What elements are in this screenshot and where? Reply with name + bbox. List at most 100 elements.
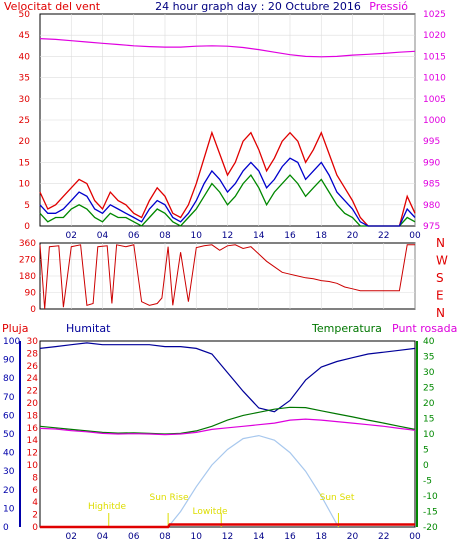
- hour-tick-label: 16: [284, 532, 296, 542]
- compass-label: N: [436, 306, 445, 320]
- dewpoint-line: [39, 418, 416, 436]
- graph-title: 24 hour graph day : 20 Octubre 2016: [155, 0, 361, 13]
- direction-degree-label: 0: [30, 305, 36, 315]
- wind-speed-tick-label: 45: [19, 31, 30, 41]
- humidity-legend: Humitat: [66, 322, 111, 335]
- wind-speed-tick-label: 35: [19, 74, 30, 84]
- hour-tick-label: 20: [347, 532, 359, 542]
- rain-tick-label: 24: [27, 374, 39, 384]
- wind-speed-tick-label: 0: [24, 222, 30, 232]
- temperature-tick-label: -5: [423, 477, 432, 487]
- humidity-tick-label: 90: [3, 356, 15, 366]
- humidity-tick-label: 60: [3, 411, 15, 421]
- humidity-tick-label: 40: [3, 449, 15, 459]
- hour-tick-label: 08: [159, 532, 171, 542]
- pressure-ticks: 975 980 985 990 995 1000 1005 1010 1015 1020 1025: [423, 10, 446, 232]
- direction-degree-label: 360: [19, 239, 36, 249]
- wind-direction-grid: [40, 243, 416, 309]
- hour-tick-label: 02: [66, 231, 77, 241]
- hour-tick-label: 04: [97, 532, 109, 542]
- humidity-temperature-series: [39, 342, 416, 529]
- temperature-tick-label: 0: [423, 461, 429, 471]
- humidity-tick-label: 50: [3, 430, 15, 440]
- temperature-tick-label: 25: [423, 384, 434, 394]
- hour-tick-label: 12: [222, 532, 233, 542]
- hour-tick-label: 00: [409, 231, 421, 241]
- temperature-tick-label: 15: [423, 415, 434, 425]
- humidity-ticks: 0 10 20 30 40 50 60 70 80 90 100: [3, 337, 21, 533]
- wind-pressure-grid: [40, 14, 416, 226]
- temperature-tick-label: -20: [423, 523, 438, 533]
- hour-tick-label: 22: [378, 532, 389, 542]
- sunset-label: Sun Set: [320, 493, 355, 503]
- hightide-label: Highitde: [88, 502, 126, 512]
- hour-tick-label: 04: [97, 231, 109, 241]
- hour-tick-label: 02: [66, 532, 77, 542]
- wind-speed-tick-label: 10: [19, 180, 31, 190]
- temperature-tick-label: 5: [423, 446, 429, 456]
- rain-tick-label: 18: [27, 411, 39, 421]
- rain-tick-label: 6: [32, 486, 38, 496]
- hour-tick-label: 10: [191, 231, 203, 241]
- hour-tick-label: 14: [253, 532, 265, 542]
- hour-tick-label: 18: [316, 231, 328, 241]
- rain-legend: Pluja: [2, 322, 28, 335]
- wind-speed-axis-label: Velocitat del vent: [4, 0, 101, 13]
- pressure-tick-label: 1025: [423, 10, 446, 20]
- sunrise-label: Sun Rise: [150, 493, 189, 503]
- pressure-tick-label: 1000: [423, 116, 446, 126]
- humidity-tick-label: 10: [3, 504, 15, 514]
- direction-degree-label: 180: [19, 272, 36, 282]
- hour-tick-label: 06: [128, 532, 140, 542]
- humidity-tick-label: 0: [3, 523, 9, 533]
- hour-tick-label: 10: [191, 532, 203, 542]
- humidity-line: [39, 342, 416, 413]
- rain-line: [40, 523, 415, 529]
- compass-label: S: [436, 271, 444, 285]
- pressure-tick-label: 1010: [423, 74, 446, 84]
- hour-tick-label: 18: [316, 532, 328, 542]
- pressure-tick-label: 990: [423, 158, 440, 168]
- temperature-ticks: -20 -15 -10 -5 0 5 10 15 20 25 30 35 40: [416, 337, 438, 533]
- wind-speed-tick-label: 50: [19, 10, 31, 20]
- humidity-tick-label: 80: [3, 374, 15, 384]
- humidity-tick-label: 30: [3, 467, 15, 477]
- temperature-tick-label: 30: [423, 368, 435, 378]
- wind-direction-series: [39, 244, 415, 310]
- hour-tick-label: 00: [409, 532, 421, 542]
- rain-tick-label: 30: [27, 337, 39, 347]
- pressure-tick-label: 1020: [423, 31, 446, 41]
- temperature-tick-label: 20: [423, 399, 435, 409]
- rain-tick-label: 8: [32, 473, 38, 483]
- pressure-tick-label: 1015: [423, 52, 446, 62]
- lowtide-label: Lowitde: [192, 507, 227, 517]
- wind-direction-degree-ticks: 0 90 180 270 360: [19, 239, 36, 315]
- pressure-tick-label: 995: [423, 137, 440, 147]
- wind-speed-ticks: 0 5 10 15 20 25 30 35 40 45 50: [19, 10, 31, 232]
- rain-tick-label: 2: [32, 511, 38, 521]
- wind-speed-tick-label: 5: [24, 201, 30, 211]
- rain-tick-label: 22: [27, 387, 38, 397]
- wind-speed-tick-label: 25: [19, 116, 30, 126]
- dewpoint-legend: Punt rosada: [392, 322, 457, 335]
- temperature-tick-label: -10: [423, 492, 438, 502]
- wind-speed-tick-label: 40: [19, 52, 31, 62]
- direction-degree-label: 90: [25, 289, 37, 299]
- rain-tick-label: 14: [27, 436, 39, 446]
- direction-degree-label: 270: [19, 256, 36, 266]
- humidity-tick-label: 70: [3, 393, 15, 403]
- rain-tick-label: 28: [27, 349, 39, 359]
- wind-gust-line: [39, 130, 416, 227]
- wind-pressure-x-ticks: 02 04 06 08 10 12 14 16 18 20 22 00: [66, 231, 421, 241]
- wind-speed-tick-label: 30: [19, 95, 31, 105]
- compass-label: N: [436, 236, 445, 250]
- wind-speed-tick-label: 20: [19, 137, 31, 147]
- hour-tick-label: 12: [222, 231, 233, 241]
- hour-tick-label: 20: [347, 231, 359, 241]
- pressure-tick-label: 985: [423, 180, 440, 190]
